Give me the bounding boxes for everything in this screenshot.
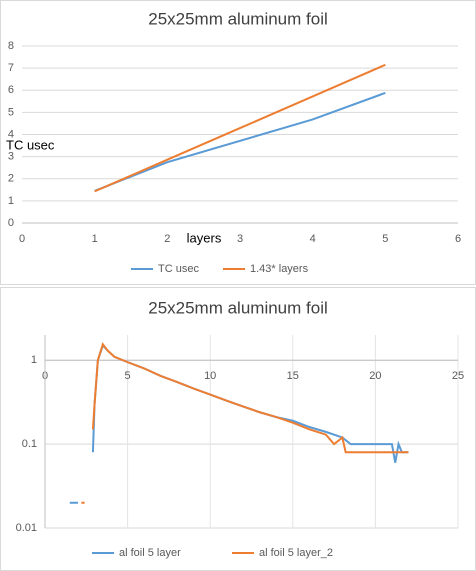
x-tick-label: 2 [164, 233, 170, 245]
x-tick-label: 5 [125, 370, 131, 382]
chart-frame [0, 287, 476, 571]
chart-title: 25x25mm aluminum foil [148, 298, 328, 317]
x-tick-label: 20 [369, 370, 381, 382]
y-tick-label: 8 [8, 40, 14, 52]
x-tick-label: 5 [382, 233, 388, 245]
series-line [81, 342, 409, 504]
y-tick-label: 1 [31, 354, 37, 366]
x-tick-label: 0 [19, 233, 25, 245]
y-axis-title: TC usec [6, 137, 55, 152]
chart-title: 25x25mm aluminum foil [148, 9, 328, 28]
y-tick-label: 2 [8, 173, 14, 185]
legend-label: TC usec [158, 263, 199, 275]
y-tick-label: 0.01 [16, 522, 37, 534]
y-tick-label: 6 [8, 84, 14, 96]
y-tick-label: 0 [8, 217, 14, 229]
series-line [94, 63, 386, 193]
y-tick-label: 4 [8, 128, 14, 140]
x-tick-label: 25 [452, 370, 464, 382]
y-tick-label: 3 [8, 151, 14, 163]
legend-label: al foil 5 layer [119, 547, 181, 559]
x-tick-label: 15 [287, 370, 299, 382]
y-tick-label: 1 [8, 195, 14, 207]
x-tick-label: 1 [92, 233, 98, 245]
y-tick-label: 5 [8, 106, 14, 118]
x-axis-title: layers [187, 230, 222, 245]
legend-label: 1.43* layers [250, 263, 309, 275]
chart-frame [0, 0, 476, 285]
y-tick-label: 0.1 [22, 438, 37, 450]
x-tick-label: 6 [455, 233, 461, 245]
x-tick-label: 4 [310, 233, 316, 245]
legend-label: al foil 5 layer_2 [259, 547, 333, 559]
x-tick-label: 3 [237, 233, 243, 245]
y-tick-label: 7 [8, 62, 14, 74]
x-tick-label: 10 [204, 370, 216, 382]
